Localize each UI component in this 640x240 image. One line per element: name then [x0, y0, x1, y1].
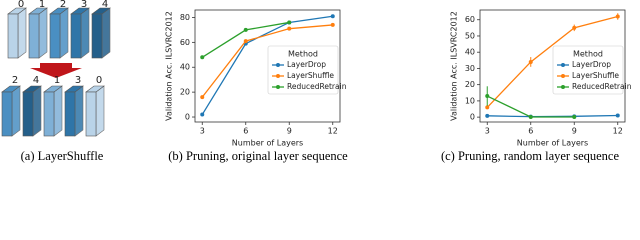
layer [43, 91, 55, 137]
point [485, 105, 490, 110]
point [528, 59, 533, 64]
legend-label: LayerDrop [287, 60, 326, 69]
plot-frame [479, 9, 626, 123]
series-line [201, 15, 333, 115]
legend-label: LayerShuffle [572, 71, 619, 80]
point [572, 25, 577, 30]
point [528, 114, 533, 119]
plot-frame [194, 9, 341, 123]
x-tick-label: 12 [328, 127, 338, 136]
layer [91, 13, 103, 59]
layer-label: 3 [75, 75, 81, 86]
legend-label: LayerShuffle [287, 71, 334, 80]
layer-side [101, 7, 111, 59]
y-axis-label: Validation Acc. ILSVRC2012 [165, 11, 174, 121]
point [287, 26, 292, 31]
point [200, 112, 205, 117]
y-tick-label: 0 [185, 113, 190, 122]
point [485, 113, 490, 118]
caption: (a) LayerShuffle [21, 149, 104, 163]
point [243, 39, 248, 44]
layer-side [95, 85, 105, 137]
x-axis-label: Number of Layers [517, 139, 588, 148]
layer [1, 91, 13, 137]
point [287, 20, 292, 25]
legend-box [267, 45, 339, 95]
shuffle-arrow [30, 63, 82, 78]
y-tick-label: 50 [465, 31, 475, 40]
layer [28, 13, 40, 59]
layer-side [53, 85, 63, 137]
layer-side [74, 85, 84, 137]
layer-label: 2 [60, 0, 66, 10]
x-tick-label: 6 [243, 127, 248, 136]
y-tick-label: 20 [465, 80, 475, 89]
point [330, 14, 335, 19]
y-tick-label: 30 [465, 64, 475, 73]
y-tick-label: 60 [180, 38, 190, 47]
legend-title: Method [573, 50, 603, 59]
legend-title: Method [288, 50, 318, 59]
legend-marker [561, 85, 565, 89]
x-tick-label: 6 [528, 127, 533, 136]
y-tick-label: 20 [180, 88, 190, 97]
series-line [486, 15, 618, 108]
x-tick-label: 3 [200, 127, 205, 136]
x-tick-label: 3 [485, 127, 490, 136]
layer [49, 13, 61, 59]
legend-label: LayerDrop [572, 60, 611, 69]
y-tick-label: 40 [465, 48, 475, 57]
layer [7, 13, 19, 59]
layer-side [80, 7, 90, 59]
point [200, 55, 205, 60]
point [200, 95, 205, 100]
y-axis-label: Validation Acc. ILSVRC2012 [450, 11, 459, 121]
point [243, 27, 248, 32]
layer-label: 3 [81, 0, 87, 10]
legend-marker [561, 74, 565, 78]
legend-marker [276, 85, 280, 89]
x-tick-label: 9 [287, 127, 292, 136]
layer-label: 0 [18, 0, 24, 10]
y-tick-label: 80 [180, 13, 190, 22]
series-line [201, 24, 333, 98]
x-tick-label: 12 [613, 127, 623, 136]
caption: (c) Pruning, random layer sequence [441, 149, 620, 163]
caption: (b) Pruning, original layer sequence [168, 149, 348, 163]
layer-label: 4 [102, 0, 108, 10]
layer-side [38, 7, 48, 59]
legend-label: ReducedRetrain [572, 82, 632, 91]
y-tick-label: 10 [465, 96, 475, 105]
figure: (a) LayerShuffle (b) Pruning, original l… [1, 0, 632, 163]
layer-side [32, 85, 42, 137]
layer-label: 2 [12, 75, 18, 86]
point [615, 14, 620, 19]
point [615, 113, 620, 118]
layer [70, 13, 82, 59]
layer-label: 0 [96, 75, 102, 86]
layer [22, 91, 34, 137]
point [572, 114, 577, 119]
layer [64, 91, 76, 137]
legend-marker [561, 63, 565, 67]
layer-label: 1 [39, 0, 45, 10]
layer-side [11, 85, 21, 137]
legend-marker [276, 63, 280, 67]
x-axis-label: Number of Layers [232, 139, 303, 148]
layer-side [59, 7, 69, 59]
point [485, 94, 490, 99]
layer-label: 1 [54, 75, 60, 86]
layer-side [17, 7, 27, 59]
y-tick-label: 40 [180, 63, 190, 72]
y-tick-label: 0 [470, 113, 475, 122]
point [330, 22, 335, 27]
legend-box [552, 45, 624, 95]
legend-label: ReducedRetrain [287, 82, 347, 91]
x-tick-label: 9 [572, 127, 577, 136]
series-line [486, 95, 575, 118]
layer-label: 4 [33, 75, 39, 86]
y-tick-label: 60 [465, 15, 475, 24]
legend-marker [276, 74, 280, 78]
layer [85, 91, 97, 137]
